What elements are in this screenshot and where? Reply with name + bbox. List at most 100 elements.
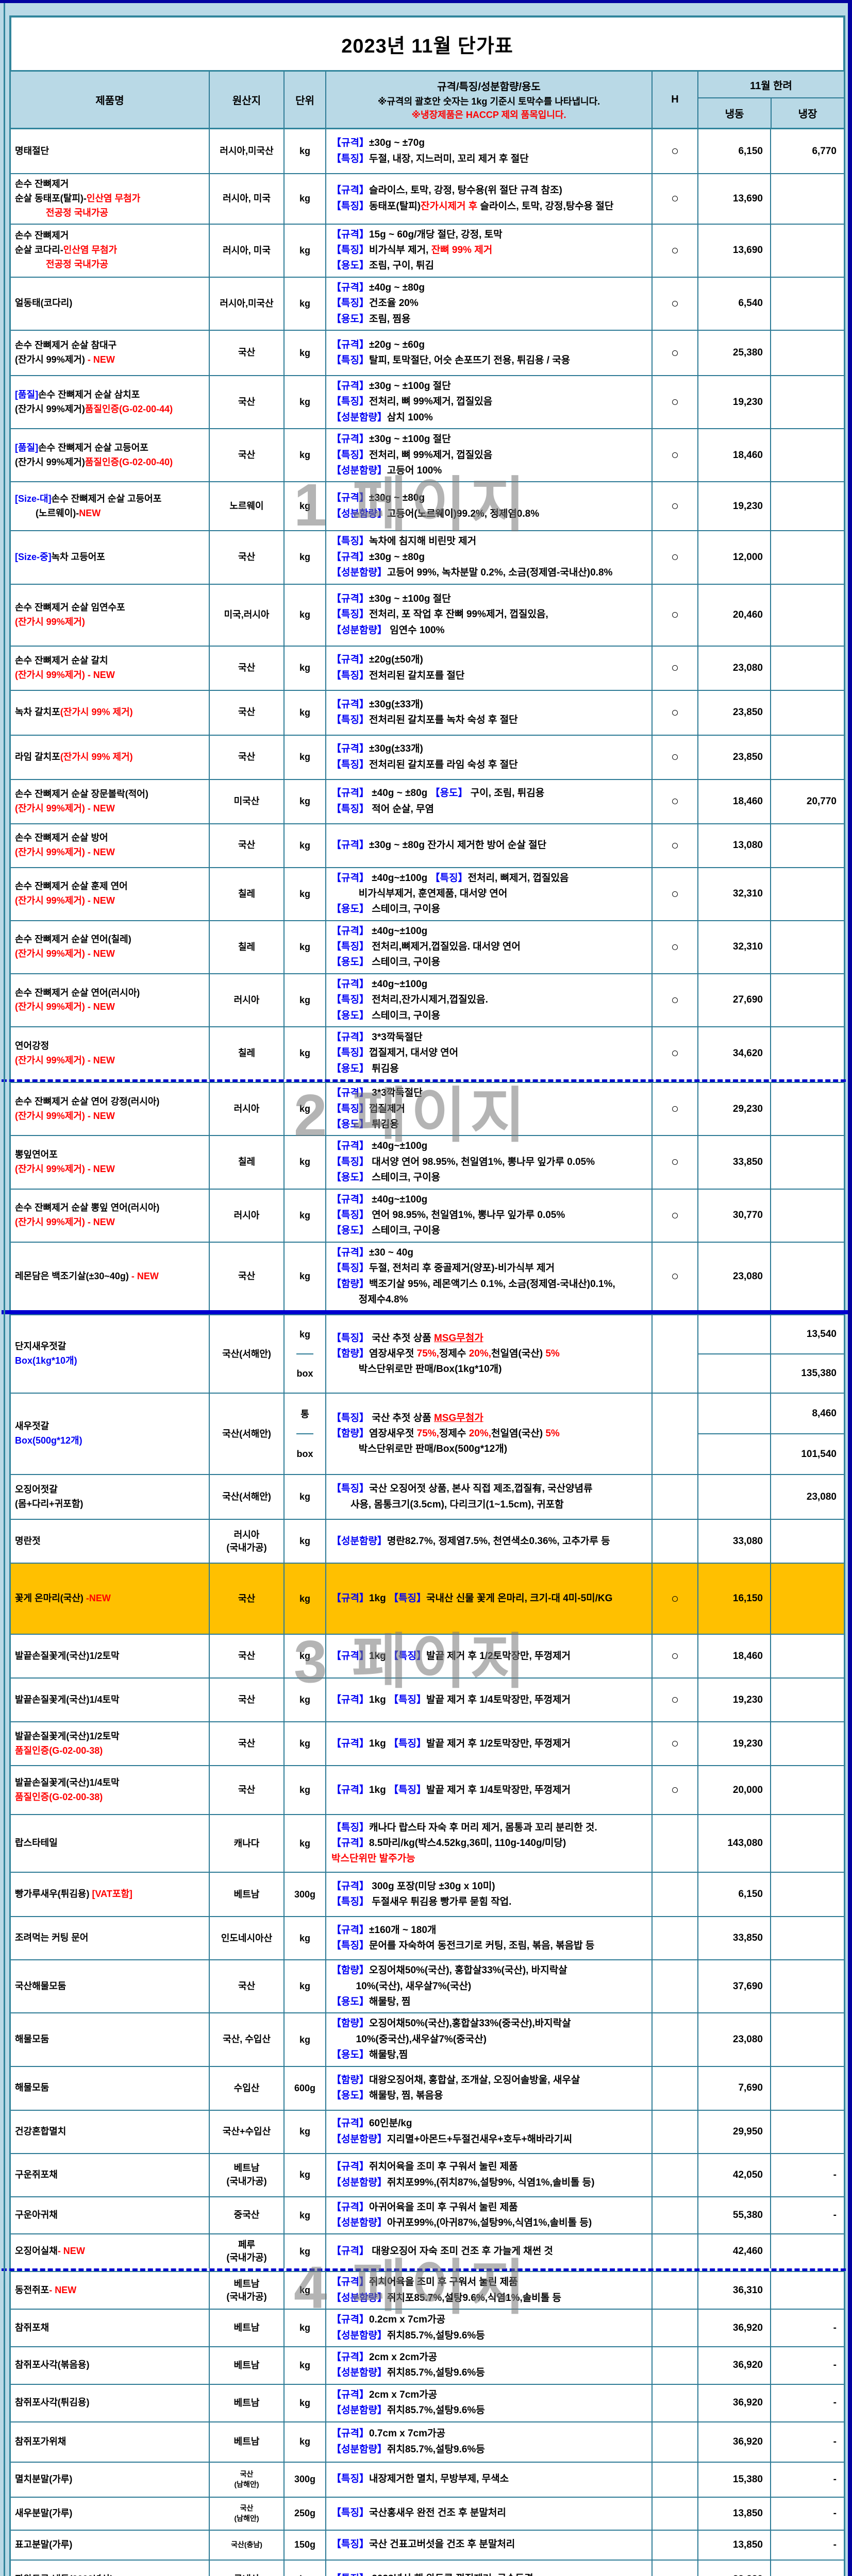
text-segment: 【함량】 <box>331 2018 369 2029</box>
origin-cell: 국산 <box>210 1679 285 1722</box>
frozen-price-cell <box>698 1475 771 1519</box>
product-name-cell: 멸치분말(가루) <box>11 2462 210 2497</box>
haccp-cell: ○ <box>653 482 698 531</box>
text-segment: 【특징】 <box>331 536 369 547</box>
product-name-cell: 손수 잔뼈제거 순살 코다리-인산염 무첨가 전공정 국내가공 <box>11 224 210 277</box>
spec-cell: 【규격】 ±40g~±100g 【특징】 전처리,잔가시제거,껍질있음. 【용도】 … <box>326 974 653 1027</box>
spec-cell: 【규격】1kg 【특징】발끝 제거 후 1/2토막장만, 뚜껑제거 <box>326 1722 653 1766</box>
text-segment: 사용, 몸통크기(3.5cm), 다리크기(1~1.5cm), 귀포함 <box>331 1499 564 1510</box>
text-segment: 1kg <box>369 1738 389 1749</box>
unit-cell: kg <box>285 2560 326 2576</box>
haccp-cell: ○ <box>653 1189 698 1242</box>
product-name-cell: 발끝손질꽃게(국산)1/4토막 <box>11 1679 210 1722</box>
frozen-price-cell: 23,080 <box>698 646 771 690</box>
chilled-price-cell: - <box>833 2436 837 2447</box>
text-segment: 손수 잔뼈제거 순살 고등어포 <box>51 493 162 504</box>
chilled-price-cell <box>771 1243 844 1311</box>
origin-line: 국산 <box>238 662 256 673</box>
text-segment: 발끝 제거 후 1/2토막장만, 뚜껑제거 <box>426 1738 571 1749</box>
header-frozen: 냉동 <box>698 98 772 128</box>
text-segment: 대서양 연어 98.95%, 천일염1%, 뽕나무 잎가루 0.05% <box>369 1156 595 1167</box>
text-segment: 손수 잔뼈제거 순살 삼치포 <box>38 389 140 400</box>
origin-line: 국산 <box>238 840 256 851</box>
table-row: 표고분말(가루) 국산(충남) 150g 【특징】국산 건표고버섯을 건조 후 분말처… <box>11 2529 844 2560</box>
text-segment: - NEW <box>49 2284 77 2295</box>
text-segment: 전처리,잔가시제거,껍질있음. <box>369 994 488 1006</box>
text-segment: 쥐치어육을 조미 후 구워서 눌린 제품 <box>369 2277 518 2288</box>
text-segment: 3*3깍둑절단 <box>369 1088 423 1099</box>
spec-cell: 【함량】오징어채50%(국산),홍합살33%(중국산),바지락살 10%(중국산… <box>326 2013 653 2066</box>
chilled-price-cell <box>771 2013 844 2065</box>
text-segment: 전처리, 포 작업 후 잔뼈 99%제거, 껍질있음, <box>369 609 548 620</box>
text-segment: 【규격】 <box>331 339 369 350</box>
header-spec-title: 규격/특징/성분함량/용도 <box>437 81 541 93</box>
text-segment: 【특징】 <box>331 2473 369 2485</box>
table-row: 새우분말(가루) 국산 (남해안) 250g 【특징】국산홍새우 완전 건조 후 분말처… <box>11 2496 844 2530</box>
table-row: 오징어젓갈 (몸+다리+귀포함) 국산(서해안) kg 【특징】국산 오징어젓 상품, … <box>11 1474 844 1519</box>
text-segment: 【특징】 <box>331 1483 369 1495</box>
spec-cell: 【규격】 300g 포장(미당 ±30g x 10미) 【특징】 두절새우 튀김용… <box>326 1873 653 1917</box>
chilled-price-subcell: 13,540 <box>806 1329 837 1340</box>
text-segment: 전처리, 뼈제거, 껍질있음 <box>467 872 569 884</box>
chilled-price-cell: - <box>771 2561 844 2576</box>
origin-cell: 국산 <box>210 824 285 867</box>
unit-cell: kg <box>285 1242 326 1311</box>
text-segment: 새우젓갈 <box>15 1421 49 1432</box>
text-segment: 라임 갈치포 <box>15 751 60 762</box>
origin-cell: 국산 <box>210 1960 285 2013</box>
origin-line: 국산(서해안) <box>222 1492 271 1502</box>
spec-cell: 【특징】 2023년산 햇 완두콩 껍질제거, 급속동결 <box>326 2560 653 2576</box>
unit-cell: kg <box>285 1564 326 1634</box>
text-segment: 임연수 100% <box>387 624 445 636</box>
text-segment: 쥐치포85.7%,설탕9.6%,식염1%,솔비톨 등 <box>387 2292 561 2303</box>
product-name-cell: 손수 잔뼈제거 순살 갈치 (잔가시 99%제거) - NEW <box>11 646 210 690</box>
frozen-price-cell: 19,230 <box>698 1679 771 1722</box>
text-segment: ±40g ~ ±80g <box>369 788 430 799</box>
text-segment: MSG무첨가 <box>433 1412 483 1423</box>
origin-line: 캐나다 <box>233 1838 260 1849</box>
text-segment: 【규격】 <box>331 229 369 240</box>
text-segment: 손수 잔뼈제거 순살 연어 강정(러시아) <box>15 1096 160 1107</box>
frozen-price-subcell <box>698 1315 770 1353</box>
haccp-cell: ○ <box>653 1242 698 1311</box>
text-segment: 60인분/kg <box>369 2118 412 2129</box>
product-name-cell: 구운아귀채 <box>11 2197 210 2234</box>
spec-cell: 【함량】대왕오징어채, 홍합살, 조개살, 오징어솔방울, 새우살 【용도】해물탕… <box>326 2066 653 2110</box>
chilled-price-cell: - <box>833 2322 837 2333</box>
product-name-cell: 해물모둠 <box>11 2066 210 2110</box>
product-name-cell: 빵가루새우(튀김용) [VAT포함] <box>11 1873 210 1917</box>
text-segment: 발끝 제거 후 1/2토막장만, 뚜껑제거 <box>426 1650 571 1662</box>
text-segment: ±30g ~ ±100g 절단 <box>369 593 451 604</box>
frozen-price-cell: 29,950 <box>698 2110 771 2153</box>
table-row: 명태절단 러시아,미국산 kg 【규격】±30g ~ ±70g 【특징】두절, 내장, … <box>11 129 844 173</box>
product-name-cell: 손수 잔뼈제거 순살 연어(러시아) (잔가시 99%제거) - NEW <box>11 974 210 1027</box>
origin-cell: 국산 <box>210 1722 285 1766</box>
chilled-price-cell <box>771 1873 844 1916</box>
text-segment: 【특징】 <box>331 715 369 726</box>
chilled-price-cell: 23,080 <box>806 1491 837 1502</box>
table-header-row: 제품명 원산지 단위 규격/특징/성분함량/용도 ※규격의 괄호안 숫자는 1k… <box>11 72 844 129</box>
product-name-cell: 손수 잔뼈제거 순살 연어 강정(러시아) (잔가시 99%제거) - NEW <box>11 1083 210 1136</box>
origin-cell: 국산 <box>210 1564 285 1634</box>
unit-cell: kg <box>285 779 326 823</box>
origin-cell: 베트남 <box>210 2347 285 2384</box>
text-segment: 【규격】 <box>331 185 369 196</box>
product-name-cell: 동전쥐포- NEW <box>11 2272 210 2309</box>
origin-cell: 베트남 (국내가공) <box>210 2154 285 2196</box>
text-segment: 오징어실채 <box>15 2246 58 2257</box>
unit-cell: kg <box>285 1475 326 1519</box>
haccp-cell <box>653 2110 698 2153</box>
text-segment: 【함량】 <box>331 1278 369 1290</box>
haccp-cell <box>653 2497 698 2530</box>
spec-cell: 【규격】±30g ~ ±70g 【특징】두절, 내장, 지느러미, 꼬리 제거 후… <box>326 129 653 173</box>
text-segment: 잔가시제거 후 <box>421 200 478 212</box>
haccp-cell <box>653 1394 698 1475</box>
table-row: 레몬담은 백조기살(±30~40g) - NEW 국산 kg 【규격】±30 ~ 40… <box>11 1241 844 1311</box>
frozen-price-cell: 20,000 <box>698 1766 771 1815</box>
text-segment: 손수 잔뼈제거 순살 고등어포 <box>38 442 148 453</box>
haccp-cell: ○ <box>653 224 698 277</box>
frozen-price-cell: 13,690 <box>698 174 771 224</box>
text-segment: 【특징】 <box>331 2573 369 2576</box>
text-segment: 아귀어육을 조미 후 구워서 눌린 제품 <box>369 2201 518 2213</box>
text-segment: 스테이크, 구이용 <box>369 904 441 915</box>
